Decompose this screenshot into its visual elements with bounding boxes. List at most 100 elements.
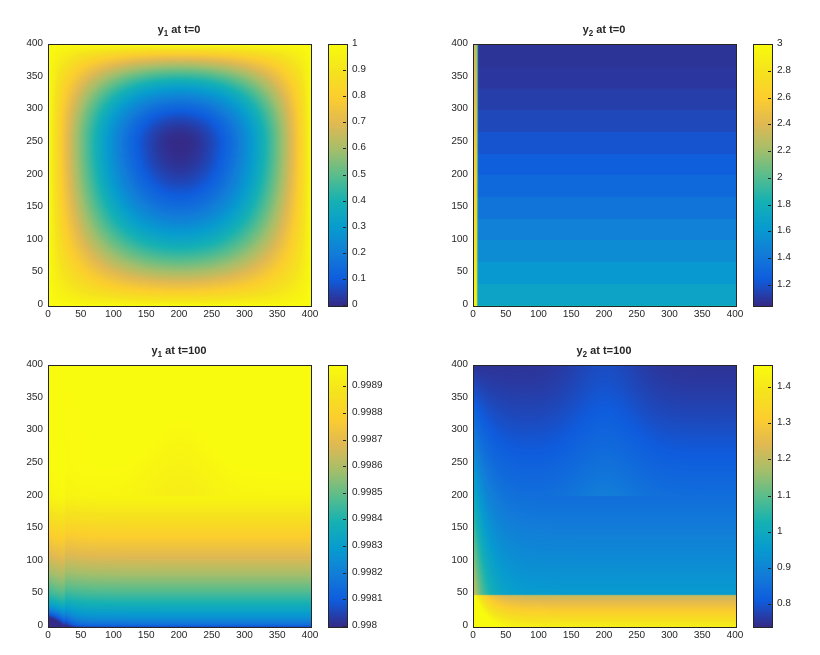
y-tick-label: 400 [451,359,468,370]
title-var: y [151,345,158,357]
heatmap-plot[interactable] [48,44,312,307]
colorbar-tick-mark [343,386,346,388]
colorbar-tick-label: 0.8 [352,90,366,102]
y-tick-label: 300 [451,424,468,436]
y-tick-label: 350 [26,391,43,403]
x-tick-label: 100 [530,309,547,320]
x-tick-label: 350 [268,630,286,641]
y-tick-label: 200 [451,168,468,180]
x-tick-label: 200 [170,309,188,320]
colorbar-tick-mark [768,151,771,153]
heatmap-plot[interactable] [473,44,737,307]
title-subscript: 1 [163,29,169,39]
colorbar-tick-mark [768,258,771,260]
heatmap-plot[interactable] [473,365,737,628]
colorbar-tick-label: 1.8 [777,198,791,210]
y-tick-label: 250 [26,456,43,468]
x-tick-label: 300 [236,630,253,641]
colorbar [328,365,348,628]
x-tick-label: 400 [726,630,744,641]
y-tick-label: 200 [451,489,468,501]
heatmap-plot[interactable] [48,365,312,628]
x-tick-label: 400 [301,309,319,320]
colorbar-tick-label: 1 [777,525,783,537]
y-tick-label: 200 [26,168,43,180]
colorbar-tick-label: 2.8 [777,64,791,76]
title-subscript: 2 [582,350,588,360]
x-tick-label: 350 [693,309,711,320]
x-tick-label: 300 [661,309,678,320]
x-tick-label: 250 [203,630,221,641]
title-var: y [157,24,164,36]
y-tick-label: 300 [26,424,43,436]
colorbar-tick-label: 0.9989 [352,380,383,392]
colorbar-tick-mark [343,519,346,521]
y-tick-label: 50 [456,587,468,599]
colorbar-tick-label: 0.8 [777,598,791,610]
x-tick-label: 50 [75,630,87,641]
colorbar-tick-label: 0.2 [352,246,366,258]
x-tick-label: 0 [45,630,51,641]
x-tick-label: 200 [595,630,613,641]
x-tick-label: 350 [693,630,711,641]
colorbar-tick-mark [768,459,771,461]
colorbar-tick-label: 1.3 [777,417,791,428]
y-tick-label: 150 [451,522,468,534]
colorbar-tick-label: 0.4 [352,194,366,206]
colorbar-tick-label: 0.9986 [352,460,383,472]
colorbar-tick-mark [343,278,346,280]
y-tick-label: 100 [26,554,43,566]
x-tick-label: 350 [268,309,286,320]
colorbar-tick-mark [343,174,346,176]
y-tick-label: 0 [462,299,468,310]
colorbar [753,44,773,307]
y-tick-label: 100 [451,233,468,245]
chart-title: y2 at t=0 [583,24,626,38]
title-subscript: 1 [157,350,163,360]
colorbar-tick-label: 1.2 [777,453,791,465]
colorbar-tick-mark [768,44,771,45]
colorbar-tick-label: 0.9987 [352,433,383,445]
colorbar-tick-mark [768,231,771,233]
x-tick-label: 200 [595,309,613,320]
colorbar-tick-label: 2 [777,171,783,183]
colorbar-tick-label: 1.2 [777,278,791,290]
y-tick-label: 400 [26,38,43,49]
colorbar-tick-label: 2.4 [777,118,791,130]
colorbar-tick-mark [343,599,346,601]
colorbar-tick-label: 3 [777,38,783,49]
x-tick-label: 50 [75,309,87,320]
colorbar-tick-label: 0.6 [352,142,366,154]
y-tick-label: 350 [451,70,468,82]
colorbar-tick-label: 0.9983 [352,540,383,552]
colorbar-tick-label: 0 [352,299,358,310]
y-tick-label: 0 [37,620,43,631]
colorbar-tick-label: 2.6 [777,91,791,103]
x-tick-label: 250 [203,309,221,320]
x-tick-label: 0 [45,309,51,320]
colorbar-tick-label: 0.9985 [352,486,383,498]
colorbar-tick-label: 0.9984 [352,513,383,525]
y-tick-label: 100 [26,233,43,245]
y-tick-label: 50 [456,266,468,278]
colorbar-tick-mark [343,122,346,124]
x-tick-label: 0 [470,309,476,320]
colorbar-tick-label: 1.4 [777,252,791,264]
colorbar-tick-label: 0.9982 [352,566,383,578]
x-tick-label: 250 [628,630,646,641]
colorbar-tick-mark [343,412,346,414]
colorbar-tick-label: 0.9988 [352,406,383,418]
y-tick-label: 250 [26,135,43,147]
colorbar-tick-mark [768,423,771,424]
title-subscript: 2 [588,29,594,39]
colorbar-tick-label: 2.2 [777,145,791,157]
title-rest: at t=100 [587,345,632,357]
colorbar-tick-mark [343,200,346,202]
colorbar-tick-label: 1.6 [777,225,791,237]
colorbar-tick-label: 0.9 [777,562,791,573]
y-tick-label: 400 [451,38,468,49]
colorbar-tick-mark [343,96,346,98]
colorbar-tick-mark [768,495,771,497]
colorbar [328,44,348,307]
